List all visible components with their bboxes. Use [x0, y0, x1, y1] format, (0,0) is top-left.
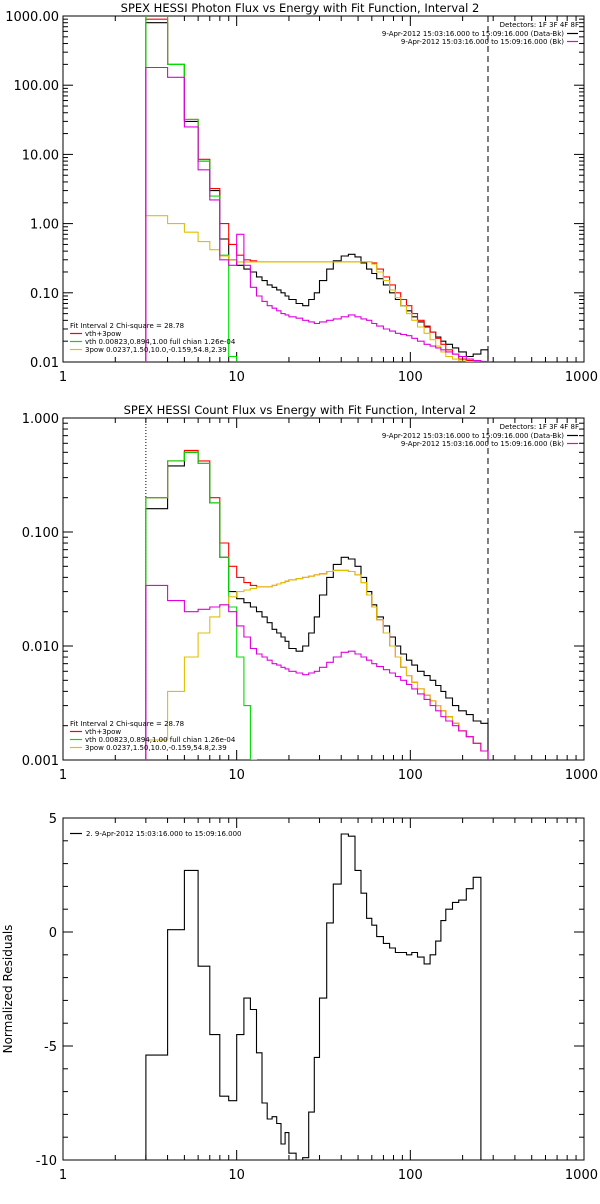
photon-flux-panel: SPEX HESSI Photon Flux vs Energy with Fi…	[5, 1, 598, 385]
series-line	[145, 833, 489, 1160]
legend-entry: vth+3pow	[85, 330, 121, 338]
interval-label: 9-Apr-2012 15:03:16.000 to 15:09:16.000 …	[401, 440, 564, 448]
series-line	[145, 215, 489, 362]
x-tick-label: 10	[228, 768, 245, 783]
interval-label: 9-Apr-2012 15:03:16.000 to 15:09:16.000 …	[382, 432, 564, 440]
detectors-label: Detectors: 1F 3F 4F 8F	[500, 21, 579, 29]
x-tick-label: 1000	[565, 370, 598, 385]
legend-entry: 2. 9-Apr-2012 15:03:16.000 to 15:09:16.0…	[86, 830, 241, 838]
legend-entry: vth+3pow	[85, 728, 121, 736]
y-tick-label: 1000.00	[5, 10, 59, 25]
residuals-panel: Normalized Residuals 1 10 100 1000 -10 -5 0 5 2. …	[1, 812, 598, 1183]
x-tick-label: 1000	[565, 768, 598, 783]
legend-entry: 3pow 0.0237,1.50,10.0,-0.159,54.8,2.39	[85, 346, 227, 354]
plot-frame	[62, 15, 585, 363]
x-tick-label: 100	[398, 1168, 423, 1183]
series-line	[145, 22, 489, 362]
series-line	[145, 451, 489, 760]
series-group	[145, 833, 489, 1160]
chart-title: SPEX HESSI Photon Flux vs Energy with Fi…	[121, 1, 480, 15]
x-tick-label: 100	[398, 768, 423, 783]
fit-legend-title: Fit Interval 2 Chi-square = 28.78	[70, 322, 184, 330]
interval-label: 9-Apr-2012 15:03:16.000 to 15:09:16.000 …	[401, 38, 564, 46]
y-tick-label: -5	[44, 1040, 57, 1055]
series-line	[145, 18, 489, 362]
series-line	[145, 449, 489, 760]
count-flux-panel: SPEX HESSI Count Flux vs Energy with Fit…	[22, 403, 598, 783]
fit-legend-title: Fit Interval 2 Chi-square = 28.78	[70, 720, 184, 728]
chart-title: SPEX HESSI Count Flux vs Energy with Fit…	[124, 403, 477, 417]
y-tick-label: 100.00	[14, 79, 60, 94]
y-tick-label: 0.01	[30, 356, 59, 371]
plot-frame	[62, 417, 585, 761]
series-group	[145, 16, 489, 362]
y-tick-label: 0.100	[22, 526, 59, 541]
x-tick-label: 10	[228, 1168, 245, 1183]
series-group	[145, 449, 489, 760]
series-line	[145, 584, 489, 760]
y-tick-label: 0.010	[22, 640, 59, 655]
x-tick-label: 10	[228, 370, 245, 385]
y-tick-label: 0	[49, 926, 57, 941]
x-tick-label: 100	[398, 370, 423, 385]
legend-entry: 3pow 0.0237,1.50,10.0,-0.159,54.8,2.39	[85, 744, 227, 752]
series-line	[145, 16, 238, 362]
x-tick-label: 1	[59, 370, 67, 385]
x-tick-label: 1	[59, 1168, 67, 1183]
y-tick-label: 10.00	[22, 148, 59, 163]
y-tick-label: 1.000	[22, 412, 59, 427]
x-tick-label: 1	[59, 768, 67, 783]
x-tick-label: 1000	[565, 1168, 598, 1183]
y-tick-label: 5	[49, 812, 57, 827]
legend-entry: vth 0.00823,0.894,1.00 full chian 1.26e-…	[85, 338, 236, 346]
detectors-label: Detectors: 1F 3F 4F 8F	[500, 423, 579, 431]
series-line	[145, 66, 489, 362]
legend-entry: vth 0.00823,0.894,1.00 full chian 1.26e-…	[85, 736, 236, 744]
plot-frame	[62, 817, 585, 1161]
interval-label: 9-Apr-2012 15:03:16.000 to 15:09:16.000 …	[382, 30, 564, 38]
y-tick-label: 0.001	[22, 754, 59, 769]
series-line	[145, 451, 258, 760]
y-axis-label: Normalized Residuals	[1, 925, 15, 1054]
y-tick-label: -10	[36, 1154, 57, 1169]
series-line	[145, 569, 489, 760]
y-tick-label: 0.10	[30, 287, 59, 302]
y-tick-label: 1.00	[30, 218, 59, 233]
